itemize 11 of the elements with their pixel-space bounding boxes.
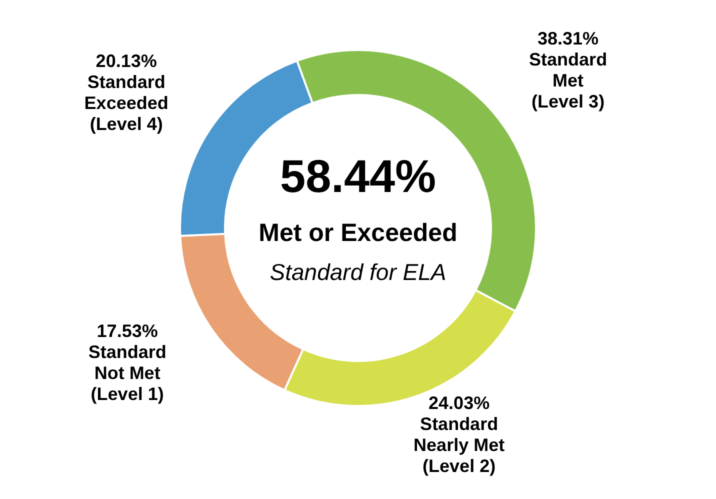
- slice-label: Standard Exceeded (Level 4): [84, 72, 168, 134]
- text: 58.44%: [280, 150, 436, 202]
- slice-label: Standard Not Met (Level 1): [88, 342, 166, 404]
- data-label: 24.03%: [428, 393, 490, 414]
- data-label: 20.13%: [96, 50, 157, 71]
- text: Standard for ELA: [270, 259, 446, 285]
- text: Met or Exceeded: [258, 219, 458, 247]
- slice-label: Standard Nearly Met (Level 2): [414, 414, 505, 476]
- data-label: 38.31%: [538, 28, 599, 48]
- data-label: 17.53%: [96, 321, 158, 342]
- slice-label: Standard Met (Level 3): [529, 49, 608, 112]
